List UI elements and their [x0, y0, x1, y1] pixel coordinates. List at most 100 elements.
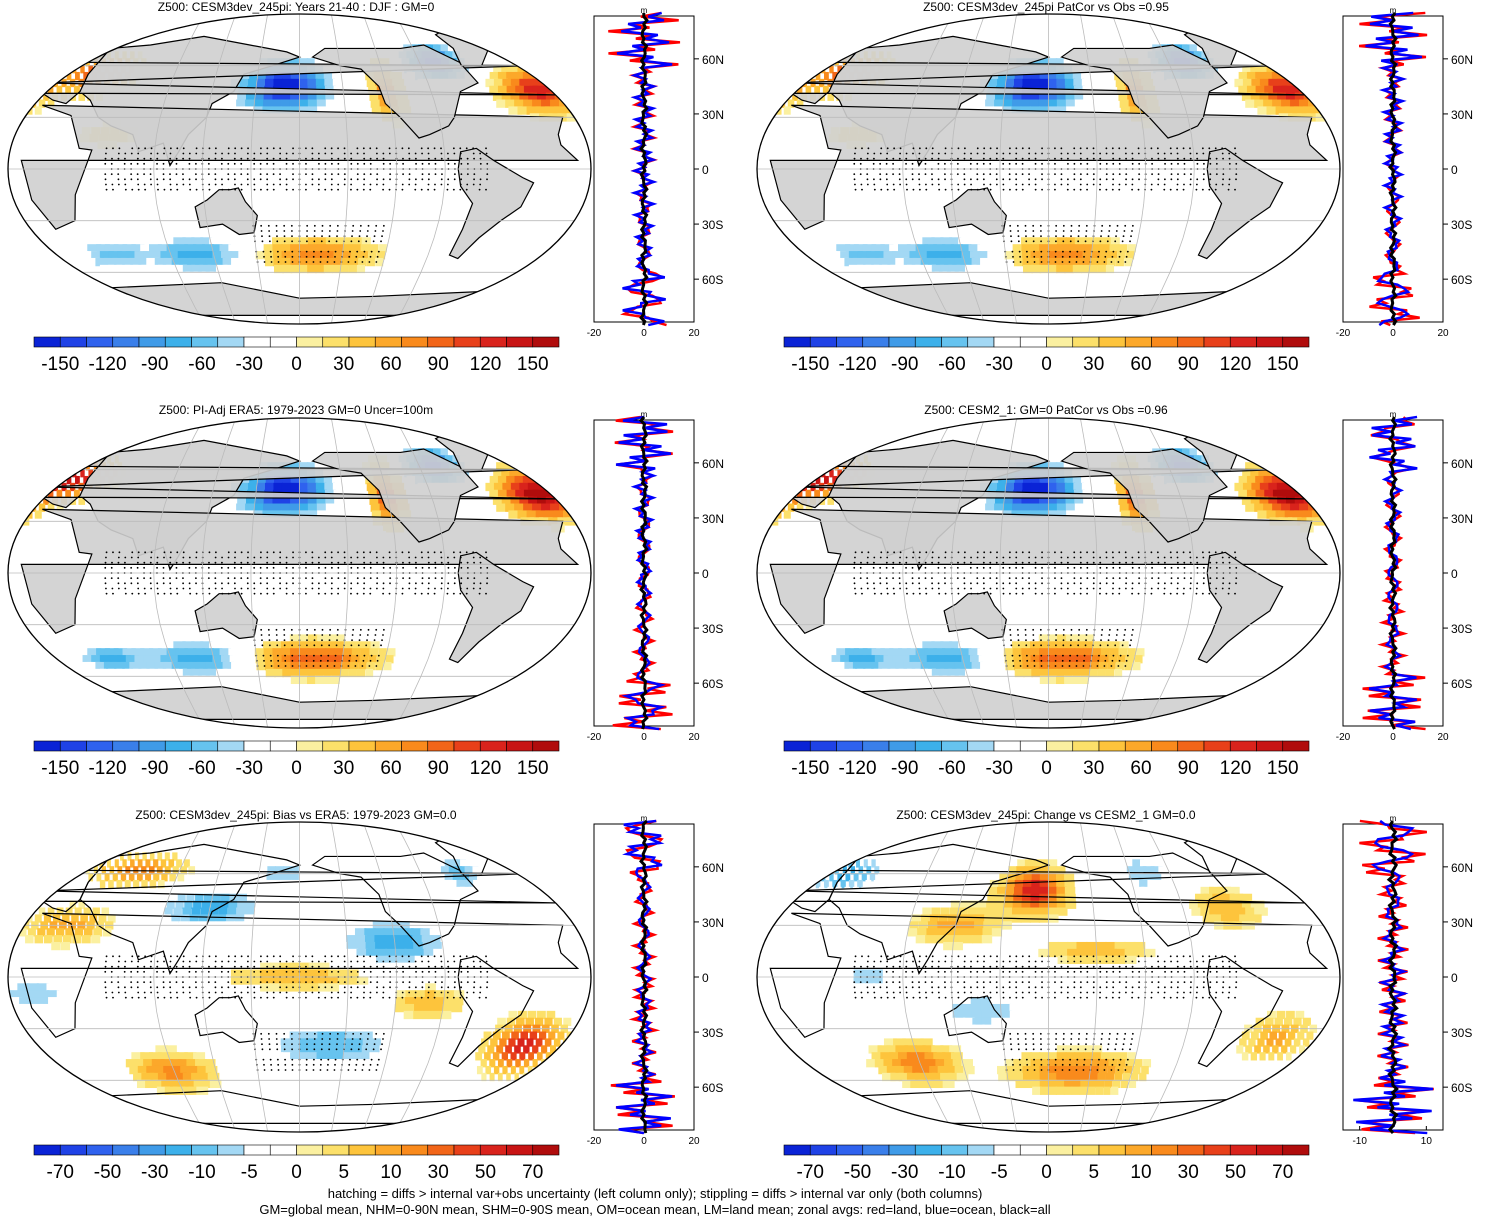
field-cell — [103, 661, 118, 671]
field-cell — [1193, 455, 1208, 464]
field-cell — [1246, 85, 1261, 95]
field-cell — [83, 71, 89, 81]
field-cell — [237, 496, 247, 505]
stipple-dot — [330, 561, 333, 564]
field-cell — [366, 257, 375, 267]
stipple-dot — [369, 577, 372, 580]
stipple-dot — [175, 577, 178, 580]
stipple-dot — [246, 577, 249, 580]
stipple-dot — [292, 556, 294, 559]
stipple-dot — [1235, 566, 1238, 569]
field-cell — [1029, 641, 1041, 650]
stipple-dot — [885, 178, 888, 181]
stipple-dot — [1176, 561, 1179, 564]
colorbar-tick-label: 150 — [517, 758, 549, 779]
stipple-dot — [104, 178, 107, 181]
stipple-dot — [957, 587, 960, 590]
field-cell — [324, 78, 335, 88]
stipple-dot — [144, 188, 147, 191]
stipple-dot — [220, 566, 223, 569]
field-cell — [1285, 496, 1301, 505]
stipple-dot — [408, 183, 411, 186]
stipple-dot — [188, 582, 191, 585]
colorbar-swatch — [783, 740, 811, 752]
field-cell — [1156, 37, 1169, 46]
stipple-dot — [351, 639, 353, 642]
field-cell — [1275, 510, 1290, 519]
stipple-dot — [214, 587, 217, 590]
field-cell — [869, 257, 884, 267]
zonal-x-label: -20 — [1336, 328, 1351, 339]
stipple-dot — [1112, 654, 1115, 657]
field-cell — [857, 251, 872, 260]
stipple-dot — [291, 235, 293, 238]
graticule-lon — [1111, 418, 1147, 728]
field-cell — [96, 873, 102, 882]
field-cell — [298, 237, 310, 246]
field-cell — [886, 257, 901, 267]
field-cell — [496, 503, 510, 512]
field-cell — [514, 641, 521, 650]
stipple-dot — [1002, 178, 1005, 181]
stipple-dot — [1131, 582, 1134, 585]
stipple-dot — [1100, 634, 1103, 636]
colorbar-swatch — [1282, 336, 1310, 348]
stipple-dot — [1034, 188, 1037, 191]
stipple-dot — [221, 556, 223, 559]
colorbar-tick-label: 60 — [380, 758, 401, 779]
field-cell — [1097, 264, 1106, 274]
stipple-dot — [130, 566, 133, 569]
stipple-dot — [283, 224, 286, 227]
field-cell — [1245, 503, 1259, 512]
stipple-dot — [343, 178, 346, 181]
stipple-dot — [163, 152, 165, 155]
stipple-dot — [156, 152, 159, 155]
stipple-dot — [169, 173, 171, 176]
colorbar-swatch — [914, 336, 942, 348]
stipple-dot — [460, 561, 463, 564]
field-cell — [1080, 675, 1089, 685]
field-cell — [368, 251, 377, 260]
stipple-dot — [1028, 178, 1031, 181]
stipple-dot — [880, 551, 883, 554]
field-cell — [272, 251, 284, 260]
stipple-dot — [1099, 157, 1102, 160]
field-cell — [827, 92, 835, 101]
stipple-dot — [918, 561, 921, 564]
stipple-dot — [1115, 235, 1117, 238]
field-cell — [298, 462, 309, 471]
field-cell — [283, 44, 293, 53]
field-cell — [1290, 503, 1305, 512]
field-cell — [447, 852, 462, 861]
field-cell — [934, 271, 947, 281]
stipple-dot — [1032, 230, 1035, 232]
colorbar-swatch — [1019, 740, 1047, 752]
field-cell — [108, 264, 123, 274]
stipple-dot — [105, 147, 108, 150]
stipple-dot — [1131, 188, 1134, 191]
stipple-dot — [305, 659, 308, 662]
stipple-dot — [382, 162, 385, 165]
stipple-dot — [1118, 188, 1121, 191]
stipple-dot — [124, 183, 127, 186]
stipple-dot — [925, 188, 928, 191]
stipple-dot — [1176, 551, 1179, 554]
field-cell — [332, 482, 344, 492]
field-cell — [906, 264, 920, 274]
stipple-dot — [350, 561, 353, 564]
field-cell — [787, 99, 795, 108]
field-cell — [833, 51, 837, 60]
field-cell — [966, 271, 979, 281]
field-cell — [1272, 489, 1288, 499]
stipple-dot — [1019, 659, 1021, 662]
field-cell — [315, 71, 326, 81]
field-cell — [1013, 251, 1024, 260]
field-cell — [1268, 78, 1283, 88]
stipple-dot — [356, 654, 359, 657]
stipple-dot — [1108, 634, 1111, 636]
stipple-dot — [866, 577, 869, 580]
field-cell — [325, 503, 337, 512]
stipple-dot — [169, 147, 172, 150]
stipple-dot — [208, 147, 211, 150]
stipple-dot — [313, 250, 315, 253]
